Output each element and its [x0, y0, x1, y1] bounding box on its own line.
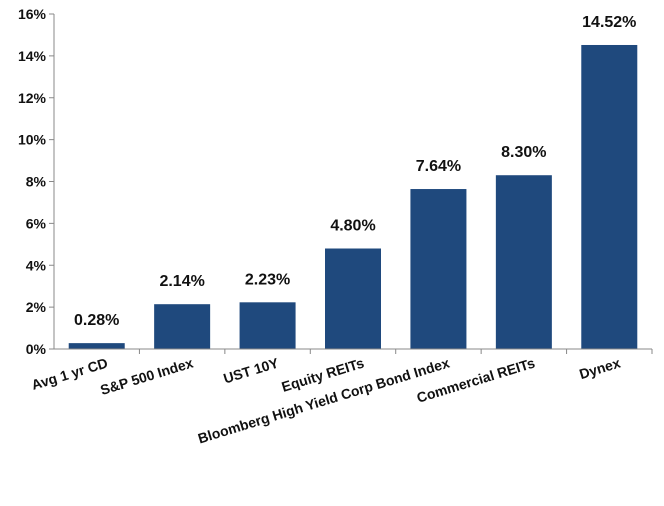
bar — [239, 302, 296, 349]
data-label: 4.80% — [330, 218, 375, 235]
y-tick-label: 8% — [26, 174, 47, 190]
data-label: 2.23% — [245, 271, 290, 288]
bar — [495, 175, 552, 349]
y-tick-label: 16% — [18, 6, 47, 22]
y-tick-label: 4% — [26, 257, 47, 273]
bar — [581, 44, 638, 350]
y-tick-label: 12% — [18, 90, 47, 106]
data-label: 7.64% — [416, 158, 461, 175]
y-tick-label: 14% — [18, 48, 47, 64]
y-axis: 0% 2% 4% 6% 8% 10% 12% 14% 16% — [18, 6, 55, 357]
data-label: 0.28% — [74, 312, 119, 329]
y-tick-label: 6% — [26, 215, 47, 231]
data-label: 2.14% — [159, 273, 204, 290]
bar — [154, 304, 211, 349]
x-category-label: Dynex — [577, 355, 622, 383]
x-category-label: Avg 1 yr CD — [30, 355, 110, 393]
x-category-label: UST 10Y — [221, 354, 281, 386]
y-tick-label: 2% — [26, 299, 47, 315]
bar — [325, 248, 381, 349]
bars — [68, 44, 638, 350]
data-label: 14.52% — [582, 14, 636, 31]
bar — [68, 343, 125, 349]
x-category-label: S&P 500 Index — [98, 355, 195, 399]
x-axis: Avg 1 yr CDS&P 500 Index UST 10Y Equity RE… — [30, 348, 653, 447]
data-labels: 0.28% 2.14% 2.23% 4.80% 7.64% 8.30% 14.52% — [74, 14, 636, 329]
data-label: 8.30% — [501, 144, 546, 161]
y-tick-label: 0% — [26, 341, 47, 357]
y-tick-label: 10% — [18, 132, 47, 148]
bar — [410, 189, 467, 349]
